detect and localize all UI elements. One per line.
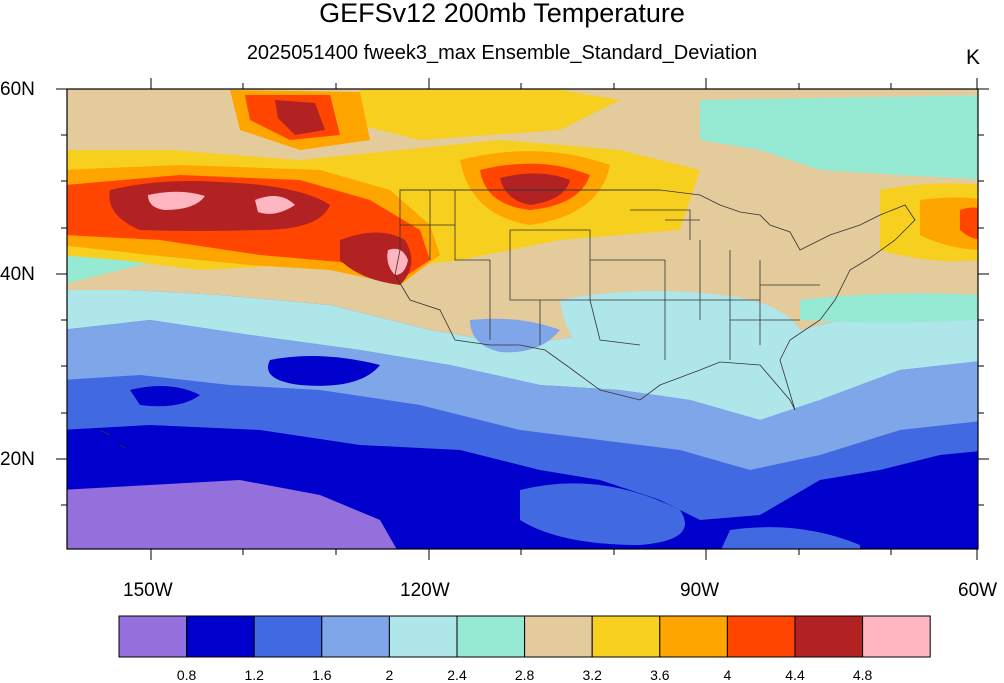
colorbar-swatch bbox=[186, 615, 255, 658]
colorbar-swatch bbox=[659, 615, 728, 658]
colorbar-tick-label: 1.6 bbox=[312, 667, 332, 683]
colorbar-swatch bbox=[456, 615, 526, 658]
colorbar-swatch bbox=[388, 615, 458, 658]
colorbar-swatch bbox=[524, 615, 593, 658]
lon-label-60w: 60W bbox=[958, 580, 998, 601]
lat-label-40n: 40N bbox=[0, 264, 35, 285]
colorbar-swatch bbox=[118, 615, 188, 658]
colorbar-swatch bbox=[726, 615, 796, 658]
colorbar-swatch bbox=[862, 615, 931, 658]
axis-ticks bbox=[56, 78, 989, 560]
lon-label-90w: 90W bbox=[680, 580, 720, 601]
map-subtitle: 2025051400 fweek3_max Ensemble_Standard_… bbox=[246, 42, 758, 64]
colorbar-tick-label: 1.2 bbox=[244, 667, 264, 683]
units-label: K bbox=[966, 46, 981, 69]
colorbar-swatch bbox=[794, 615, 864, 658]
colorbar-swatch bbox=[591, 615, 661, 658]
colorbar-tick-label: 3.6 bbox=[650, 667, 670, 683]
lon-label-150w: 150W bbox=[123, 580, 173, 601]
lat-label-60n: 60N bbox=[0, 79, 35, 100]
lon-label-120w: 120W bbox=[400, 580, 450, 601]
colorbar bbox=[118, 615, 931, 658]
colorbar-tick-label: 0.8 bbox=[176, 667, 197, 683]
colorbar-tick-label: 3.2 bbox=[582, 667, 602, 683]
boundaries bbox=[99, 189, 916, 449]
colorbar-tick-label: 2.4 bbox=[447, 667, 467, 683]
map-title: GEFSv12 200mb Temperature bbox=[319, 0, 685, 28]
colorbar-tick-label: 2 bbox=[385, 667, 394, 683]
colorbar-tick-label: 2.8 bbox=[514, 667, 535, 683]
colorbar-tick-label: 4.8 bbox=[852, 667, 873, 683]
contour-field bbox=[67, 89, 978, 549]
colorbar-swatch bbox=[253, 615, 323, 658]
colorbar-swatch bbox=[321, 615, 390, 658]
map-frame bbox=[66, 88, 979, 550]
lat-label-20n: 20N bbox=[0, 449, 35, 470]
colorbar-tick-label: 4.4 bbox=[785, 667, 805, 683]
colorbar-tick-label: 4 bbox=[723, 667, 732, 683]
